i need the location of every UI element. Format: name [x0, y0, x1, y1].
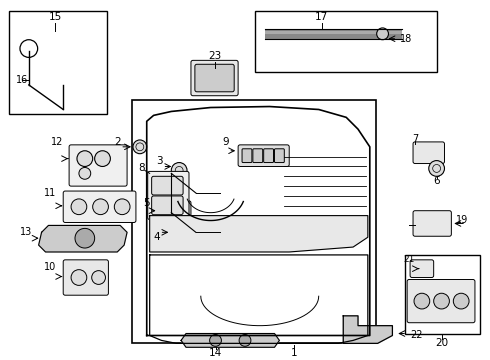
Text: 20: 20	[435, 338, 448, 348]
Circle shape	[71, 199, 87, 215]
FancyBboxPatch shape	[147, 171, 189, 220]
Text: 7: 7	[412, 134, 418, 144]
FancyBboxPatch shape	[195, 64, 234, 92]
FancyBboxPatch shape	[63, 260, 108, 295]
Text: 14: 14	[209, 348, 222, 358]
Text: 3: 3	[156, 156, 163, 166]
Circle shape	[239, 334, 251, 346]
Circle shape	[172, 163, 187, 178]
Text: 9: 9	[222, 137, 229, 147]
FancyBboxPatch shape	[253, 149, 263, 163]
Circle shape	[75, 228, 95, 248]
Text: 11: 11	[44, 188, 56, 198]
Text: 15: 15	[49, 12, 62, 22]
Text: 13: 13	[20, 227, 32, 237]
Text: 23: 23	[208, 51, 221, 62]
Bar	[255, 11, 437, 72]
Text: 22: 22	[410, 330, 422, 341]
Text: 1: 1	[291, 348, 297, 358]
Bar	[265, 29, 402, 39]
Circle shape	[95, 151, 110, 166]
Polygon shape	[39, 225, 127, 252]
FancyBboxPatch shape	[407, 279, 475, 323]
Text: 17: 17	[315, 12, 328, 22]
Circle shape	[210, 334, 221, 346]
FancyBboxPatch shape	[69, 145, 127, 186]
Circle shape	[414, 293, 430, 309]
FancyBboxPatch shape	[191, 60, 238, 96]
Bar	[132, 100, 376, 343]
FancyBboxPatch shape	[158, 201, 191, 222]
FancyBboxPatch shape	[238, 145, 289, 166]
FancyBboxPatch shape	[151, 196, 183, 215]
Circle shape	[453, 293, 469, 309]
Text: 2: 2	[114, 137, 121, 147]
Polygon shape	[149, 216, 368, 252]
Circle shape	[434, 293, 449, 309]
FancyBboxPatch shape	[274, 149, 284, 163]
Text: 6: 6	[433, 176, 440, 186]
Text: 5: 5	[144, 198, 150, 208]
FancyBboxPatch shape	[63, 191, 136, 222]
Text: 8: 8	[139, 163, 145, 174]
FancyBboxPatch shape	[242, 149, 252, 163]
Circle shape	[71, 270, 87, 285]
FancyBboxPatch shape	[151, 176, 183, 195]
Text: 18: 18	[400, 34, 413, 44]
Circle shape	[79, 167, 91, 179]
Text: 4: 4	[153, 232, 160, 242]
Text: 21: 21	[404, 255, 415, 264]
Circle shape	[377, 28, 389, 40]
Circle shape	[429, 161, 444, 176]
FancyBboxPatch shape	[410, 260, 434, 278]
Circle shape	[133, 140, 147, 154]
Circle shape	[114, 199, 130, 215]
Bar	[9, 11, 107, 114]
Text: 16: 16	[16, 75, 28, 85]
Bar	[405, 255, 480, 333]
FancyBboxPatch shape	[264, 149, 273, 163]
Circle shape	[92, 271, 105, 284]
Circle shape	[93, 199, 108, 215]
FancyBboxPatch shape	[413, 142, 444, 163]
Circle shape	[169, 220, 184, 235]
Circle shape	[77, 151, 93, 166]
Text: 10: 10	[44, 262, 56, 272]
Text: 12: 12	[51, 137, 63, 147]
Bar	[265, 31, 402, 34]
Text: 19: 19	[456, 215, 468, 225]
Polygon shape	[181, 333, 279, 347]
FancyBboxPatch shape	[413, 211, 451, 236]
Polygon shape	[343, 316, 392, 343]
